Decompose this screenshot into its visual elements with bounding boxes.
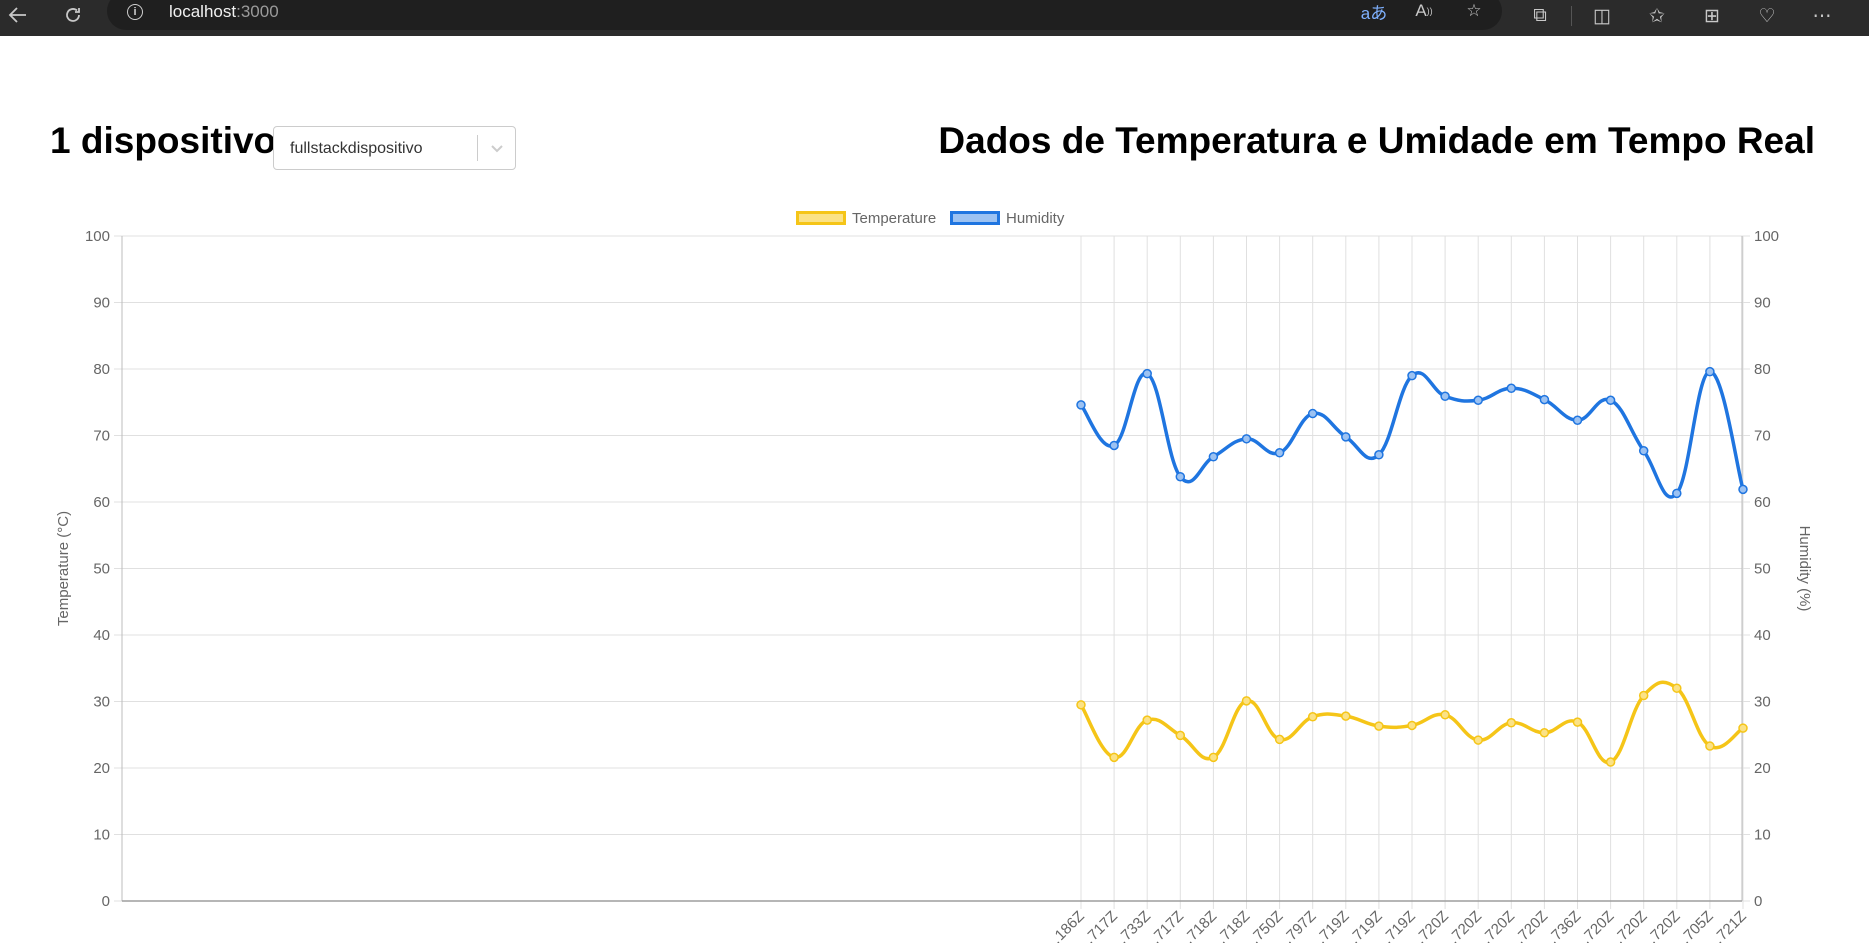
favorites-icon[interactable]: ✩ [1649, 5, 1665, 27]
data-point-temperature [1738, 723, 1748, 733]
favorite-star-icon[interactable]: ☆ [1466, 1, 1482, 20]
data-point-humidity [1307, 408, 1318, 419]
page-title: Dados de Temperatura e Umidade em Tempo … [938, 120, 1815, 161]
data-point-humidity [1142, 368, 1152, 379]
y-right-tick-label: 50 [1754, 561, 1771, 578]
back-button[interactable] [0, 0, 36, 30]
data-point-temperature [1241, 696, 1252, 706]
collections-icon[interactable]: ⊞ [1704, 5, 1720, 27]
address-bar[interactable]: i localhost:3000 aあ A)) ☆ [107, 0, 1502, 30]
toolbar-divider [1571, 6, 1572, 26]
url-text[interactable]: localhost:3000 [169, 2, 279, 21]
y-left-axis-title: Temperature (°C) [55, 511, 72, 626]
translate-icon[interactable]: aあ [1360, 3, 1388, 23]
y-right-tick-label: 30 [1754, 694, 1771, 711]
data-point-temperature [1605, 757, 1616, 767]
data-point-temperature [1705, 741, 1715, 751]
y-left-tick-label: 0 [102, 893, 110, 910]
y-left-tick-label: 90 [93, 295, 110, 312]
data-point-humidity [1506, 383, 1517, 394]
split-screen-icon[interactable]: ◫ [1593, 5, 1611, 27]
y-left-tick-label: 80 [93, 361, 110, 378]
refresh-icon [66, 8, 80, 22]
device-count-heading: 1 dispositivo [50, 120, 277, 161]
data-point-humidity [1572, 415, 1583, 425]
data-point-humidity [1638, 446, 1649, 456]
y-left-tick-label: 50 [93, 561, 110, 578]
data-point-temperature [1572, 717, 1583, 727]
y-left-tick-label: 30 [93, 694, 110, 711]
data-point-temperature [1638, 690, 1649, 701]
y-left-tick-label: 70 [93, 428, 110, 445]
data-point-temperature [1208, 752, 1219, 763]
data-point-humidity [1208, 452, 1219, 462]
y-right-tick-label: 100 [1754, 228, 1779, 245]
data-point-temperature [1374, 721, 1384, 731]
browser-essentials-icon[interactable]: ♡ [1758, 5, 1776, 27]
browser-toolbar: i localhost:3000 aあ A)) ☆ ⧉ ◫ ✩ ⊞ ♡ ⋯ [0, 0, 1869, 36]
data-point-temperature [1341, 711, 1351, 721]
device-select-value: fullstackdispositivo [290, 140, 423, 157]
device-select-divider [477, 135, 478, 161]
data-point-humidity [1672, 488, 1682, 499]
data-point-humidity [1374, 450, 1384, 460]
data-point-humidity [1076, 400, 1086, 410]
y-right-tick-label: 90 [1754, 295, 1771, 312]
y-right-tick-label: 20 [1754, 760, 1771, 777]
data-point-humidity [1341, 432, 1351, 442]
refresh-button[interactable] [55, 0, 91, 30]
data-point-temperature [1109, 752, 1119, 763]
data-point-temperature [1672, 683, 1682, 693]
data-point-humidity [1241, 434, 1252, 444]
data-point-humidity [1440, 391, 1450, 402]
legend-swatch-temperature [796, 211, 846, 225]
data-point-humidity [1109, 440, 1119, 451]
device-select[interactable]: fullstackdispositivo [273, 126, 516, 170]
data-point-temperature [1175, 730, 1186, 741]
data-point-temperature [1274, 734, 1285, 745]
y-right-axis-title: Humidity (%) [1796, 526, 1813, 612]
data-point-humidity [1539, 394, 1550, 405]
data-point-humidity [1738, 484, 1748, 495]
more-icon[interactable]: ⋯ [1812, 5, 1832, 27]
y-left-tick-label: 10 [93, 827, 110, 844]
extensions-icon[interactable]: ⧉ [1533, 5, 1547, 26]
data-point-humidity [1705, 366, 1715, 377]
y-right-tick-label: 70 [1754, 428, 1771, 445]
back-arrow-icon [8, 7, 26, 23]
data-point-temperature [1142, 715, 1152, 725]
data-point-temperature [1473, 735, 1483, 745]
y-left-tick-label: 40 [93, 627, 110, 644]
data-point-temperature [1307, 712, 1318, 722]
legend-label-temperature: Temperature [852, 209, 937, 227]
y-right-tick-label: 80 [1754, 361, 1771, 378]
chart-legend: Temperature Humidity [0, 206, 1869, 230]
y-left-tick-label: 100 [85, 228, 110, 245]
legend-swatch-humidity [950, 211, 1000, 225]
data-point-humidity [1605, 395, 1616, 406]
data-point-humidity [1175, 471, 1186, 482]
data-point-humidity [1473, 395, 1483, 406]
y-right-tick-label: 0 [1754, 893, 1762, 910]
data-point-humidity [1274, 448, 1285, 458]
legend-label-humidity: Humidity [1006, 209, 1065, 227]
y-right-tick-label: 60 [1754, 494, 1771, 511]
y-right-tick-label: 10 [1754, 827, 1771, 844]
legend-item-temperature[interactable]: Temperature [796, 206, 936, 230]
y-left-tick-label: 20 [93, 760, 110, 777]
read-aloud-icon[interactable]: A)) [1415, 1, 1433, 20]
data-point-temperature [1506, 718, 1517, 728]
legend-item-humidity[interactable]: Humidity [950, 206, 1064, 230]
y-left-tick-label: 60 [93, 494, 110, 511]
chevron-down-icon[interactable] [487, 138, 507, 158]
y-right-tick-label: 40 [1754, 627, 1771, 644]
data-point-temperature [1407, 720, 1417, 731]
data-point-temperature [1440, 710, 1450, 720]
data-point-humidity [1407, 370, 1417, 381]
data-point-temperature [1076, 700, 1086, 710]
data-point-temperature [1539, 728, 1550, 738]
site-info-icon[interactable]: i [127, 4, 143, 20]
